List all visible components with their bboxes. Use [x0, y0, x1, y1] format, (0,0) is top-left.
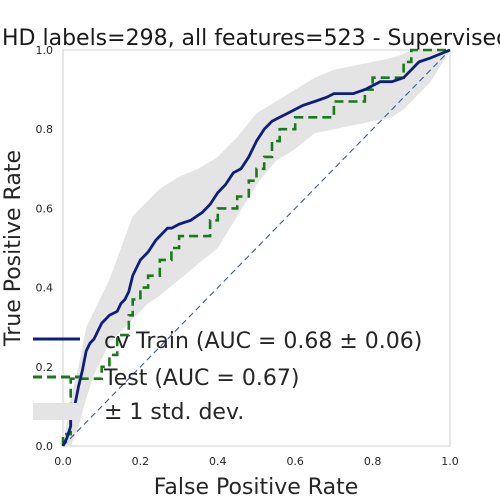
plot-frame — [62, 49, 451, 447]
legend: cv Train (AUC = 0.68 ± 0.06) Test (AUC =… — [33, 329, 422, 425]
std-dev-band — [63, 50, 450, 446]
plot-area: 0.0 0.2 0.4 0.6 0.8 1.0 0.0 0.2 0.4 0.6 0.8 1.0 — [36, 44, 459, 468]
y-tick-label: 0.0 — [36, 440, 54, 453]
chart-title: HD labels=298, all features=523 - Superv… — [2, 26, 500, 51]
x-tick-label: 0.4 — [209, 455, 227, 468]
legend-band-label: ± 1 std. dev. — [104, 400, 244, 425]
y-tick-label: 0.8 — [36, 123, 54, 136]
chance-line — [62, 49, 451, 447]
y-tick-label: 0.6 — [36, 202, 54, 215]
train-roc-line — [61, 48, 451, 447]
x-tick-label: 0.8 — [364, 455, 382, 468]
y-tick-label: 0.4 — [36, 282, 54, 295]
x-tick-label: 0.0 — [54, 455, 72, 468]
x-tick-label: 1.0 — [441, 455, 459, 468]
y-tick-label: 1.0 — [36, 44, 54, 57]
legend-test-label: Test (AUC = 0.67) — [103, 366, 299, 391]
legend-train-label: cv Train (AUC = 0.68 ± 0.06) — [104, 329, 422, 354]
test-roc-line — [61, 48, 450, 446]
x-axis-label: False Positive Rate — [154, 475, 358, 497]
y-axis-label: True Positive Rate — [1, 150, 26, 347]
y-tick-label: 0.2 — [36, 361, 54, 374]
legend-band-swatch — [33, 403, 80, 420]
x-tick-label: 0.2 — [132, 455, 150, 468]
x-tick-label: 0.6 — [286, 455, 304, 468]
